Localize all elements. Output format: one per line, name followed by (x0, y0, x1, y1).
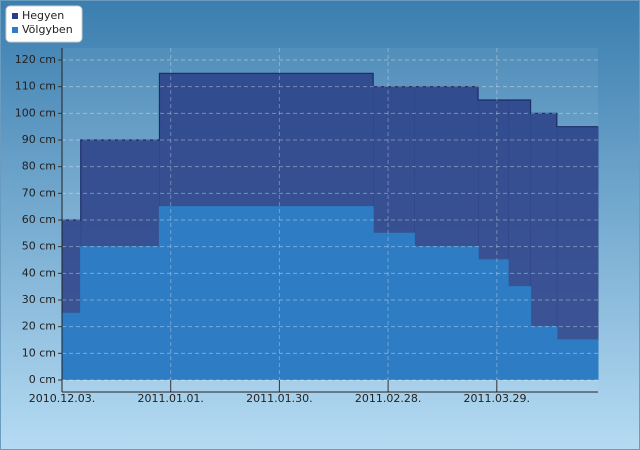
legend-label: Hegyen (22, 9, 64, 22)
y-tick-label: 40 cm (22, 266, 56, 279)
y-tick-label: 70 cm (22, 186, 56, 199)
area-step (478, 260, 509, 380)
y-tick-label: 0 cm (29, 373, 56, 386)
x-tick-label: 2011.01.30. (246, 392, 312, 405)
area-step (508, 286, 532, 380)
area-step (80, 246, 160, 380)
y-tick-label: 10 cm (22, 346, 56, 359)
y-tick-label: 30 cm (22, 293, 56, 306)
x-tick-label: 2010.12.03. (29, 392, 95, 405)
y-tick-label: 80 cm (22, 160, 56, 173)
legend-swatch (12, 27, 18, 33)
area-step (373, 233, 415, 380)
y-tick-label: 20 cm (22, 320, 56, 333)
area-step (556, 126, 599, 381)
area-step (159, 206, 374, 380)
series-outline (62, 72, 598, 221)
y-tick-label: 100 cm (15, 106, 56, 119)
y-tick-label: 50 cm (22, 240, 56, 253)
area-step (556, 340, 599, 380)
legend-box (5, 5, 83, 43)
area-step (62, 313, 82, 380)
x-tick-label: 2011.02.28. (355, 392, 421, 405)
y-tick-label: 120 cm (15, 53, 56, 66)
x-tick-label: 2011.03.29. (464, 392, 530, 405)
series-outline (62, 206, 598, 341)
legend-swatch (12, 13, 18, 19)
area-step (414, 246, 479, 380)
x-tick-label: 2011.01.01. (137, 392, 203, 405)
y-tick-label: 90 cm (22, 133, 56, 146)
y-tick-label: 60 cm (22, 213, 56, 226)
legend-label: Völgyben (22, 23, 73, 36)
y-tick-label: 110 cm (15, 80, 56, 93)
area-step (530, 326, 558, 380)
